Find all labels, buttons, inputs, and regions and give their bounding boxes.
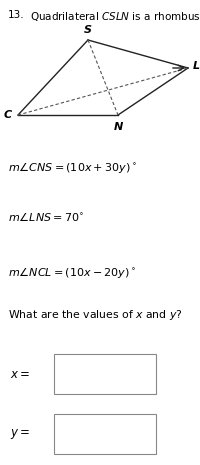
Text: $x =$: $x =$ <box>10 367 30 380</box>
Text: $m\angle NCL = (10x - 20y)\,^{\circ}$: $m\angle NCL = (10x - 20y)\,^{\circ}$ <box>8 265 136 280</box>
Text: $y =$: $y =$ <box>10 427 30 441</box>
Text: N: N <box>113 122 123 132</box>
Text: 13.: 13. <box>8 10 25 20</box>
Text: $m\angle LNS = 70^{\circ}$: $m\angle LNS = 70^{\circ}$ <box>8 210 84 223</box>
Text: What are the values of $x$ and $y$?: What are the values of $x$ and $y$? <box>8 308 183 322</box>
Text: Quadrilateral $\mathit{CSLN}$ is a rhombus.: Quadrilateral $\mathit{CSLN}$ is a rhomb… <box>30 10 200 23</box>
Text: C: C <box>4 110 12 120</box>
FancyBboxPatch shape <box>54 354 156 394</box>
FancyBboxPatch shape <box>54 414 156 454</box>
Text: S: S <box>84 25 92 35</box>
Text: L: L <box>193 61 200 71</box>
Text: $m\angle CNS = (10x + 30y)\,^{\circ}$: $m\angle CNS = (10x + 30y)\,^{\circ}$ <box>8 160 137 175</box>
